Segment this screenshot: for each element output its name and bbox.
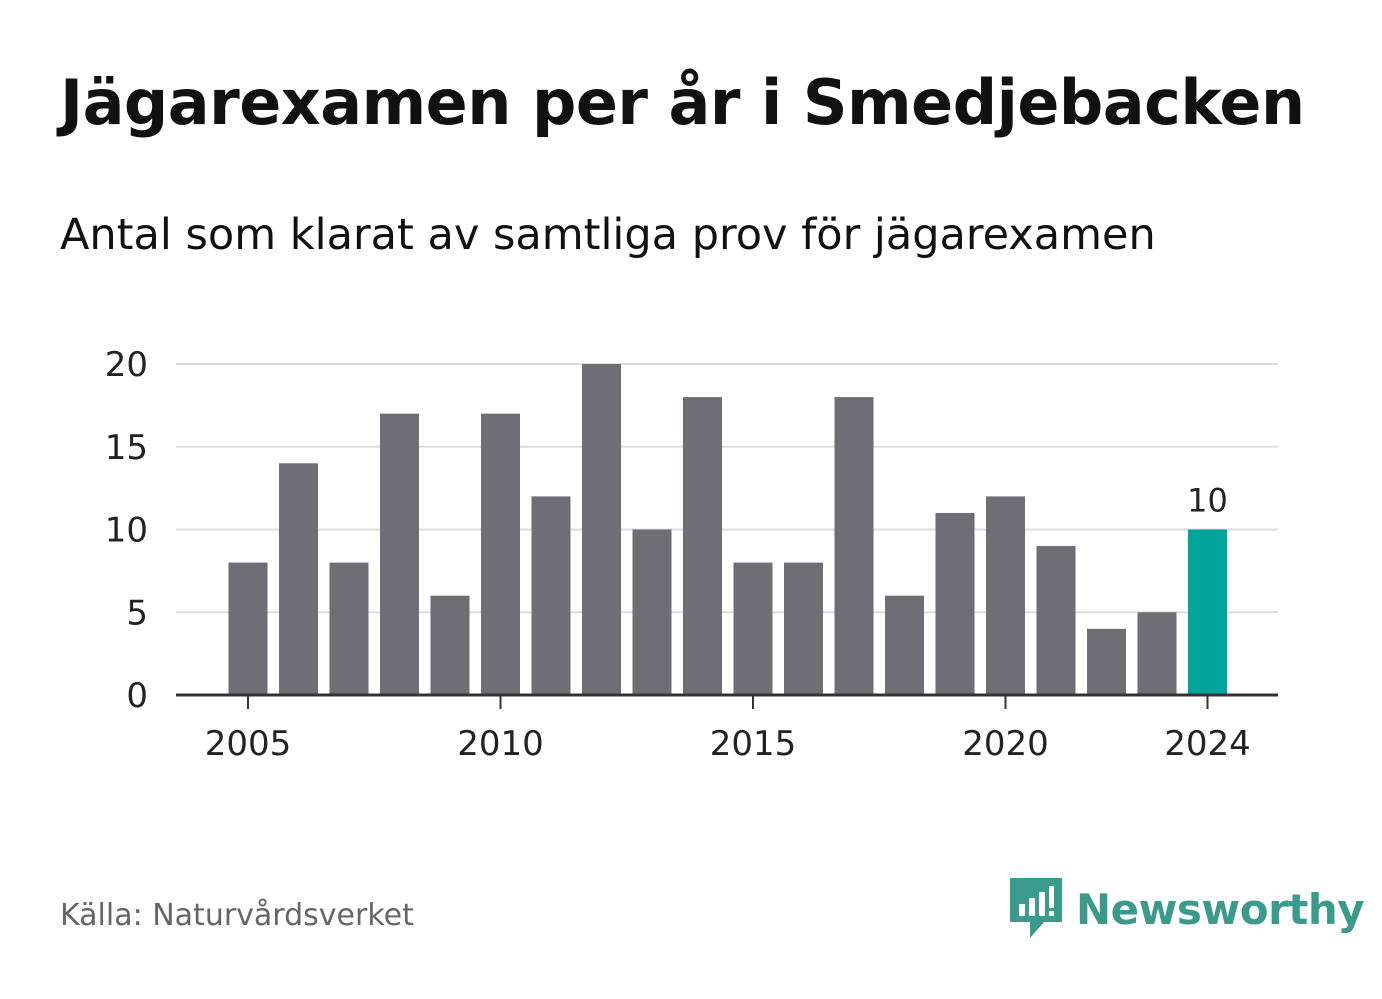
- bar-2022: [1087, 628, 1126, 695]
- bar-2007: [329, 562, 369, 695]
- brand-name: Newsworthy: [1076, 884, 1365, 934]
- bar-2024: [1188, 529, 1227, 695]
- y-tick-label: 15: [105, 428, 148, 468]
- bar-2019: [935, 512, 975, 695]
- bar-2011: [531, 496, 571, 695]
- x-tick-label: 2010: [457, 724, 544, 764]
- y-tick-label: 10: [105, 511, 148, 551]
- y-tick-label: 20: [105, 345, 148, 385]
- x-tick-label: 2005: [205, 724, 292, 764]
- bar-2014: [683, 397, 722, 695]
- x-tick-label: 2015: [710, 724, 797, 764]
- newsworthy-logo-icon: [1010, 878, 1062, 938]
- bar-2010: [481, 413, 520, 695]
- x-tick-label: 2024: [1164, 724, 1251, 764]
- highlight-data-label: 10: [1187, 482, 1228, 520]
- bar-2020: [986, 496, 1025, 695]
- source-note: Källa: Naturvårdsverket: [60, 898, 414, 933]
- chart-subtitle: Antal som klarat av samtliga prov för jä…: [60, 210, 1156, 260]
- bar-2021: [1036, 546, 1076, 695]
- bar-2012: [582, 364, 621, 695]
- bar-2018: [885, 595, 924, 695]
- bar-2023: [1137, 612, 1177, 695]
- data-labels: 10: [1187, 482, 1228, 520]
- bar-2008: [380, 413, 419, 695]
- bar-2009: [430, 595, 470, 695]
- bar-2015: [733, 562, 773, 695]
- chart-title: Jägarexamen per år i Smedjebacken: [60, 66, 1305, 139]
- bars: [228, 364, 1227, 695]
- brand-logo: Newsworthy: [1010, 878, 1365, 940]
- bar-2006: [279, 463, 318, 695]
- bar-2013: [632, 529, 672, 695]
- bar-2016: [784, 562, 823, 695]
- bar-2017: [834, 397, 874, 695]
- x-tick-label: 2020: [962, 724, 1049, 764]
- y-tick-label: 5: [126, 593, 148, 633]
- x-axis-ticks: 2005 2010 2015 2020 2024: [205, 695, 1251, 764]
- y-axis-ticks: 0 5 10 15 20: [105, 345, 148, 716]
- bar-2005: [228, 562, 268, 695]
- y-tick-label: 0: [126, 676, 148, 716]
